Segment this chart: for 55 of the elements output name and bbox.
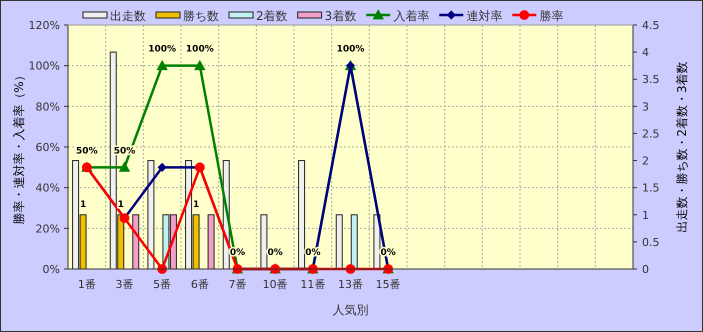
- legend-label: 勝率: [539, 9, 564, 23]
- y-tick-label: 120%: [28, 19, 60, 32]
- x-tick-label: 6番: [190, 278, 209, 291]
- legend-label: 3着数: [324, 9, 356, 23]
- point: [156, 60, 168, 70]
- x-tick-label: 3番: [116, 278, 134, 291]
- legend-label: 勝ち数: [183, 9, 219, 23]
- x-tick-label: 13番: [338, 278, 363, 291]
- bar: [147, 160, 154, 270]
- data-label: 100%: [148, 44, 176, 55]
- y2-tick-label: 3: [642, 100, 649, 114]
- bar: [298, 160, 306, 270]
- y2-tick-label: 2: [642, 154, 649, 168]
- data-label: 1: [80, 200, 86, 210]
- y-tick-label: 40%: [36, 182, 60, 195]
- y-tick-label: 60%: [36, 141, 60, 154]
- legend-label: 2着数: [256, 9, 288, 23]
- x-tick-label: 5番: [153, 278, 172, 291]
- legend-label: 連対率: [466, 9, 502, 23]
- data-label: 1: [192, 200, 200, 210]
- y-tick-label: 0%: [42, 263, 60, 276]
- legend-label: 入着率: [393, 9, 430, 23]
- data-label: 100%: [186, 44, 214, 55]
- point: [158, 162, 167, 172]
- bar: [336, 214, 343, 270]
- x-axis-title: 人気別: [332, 303, 368, 317]
- y2-tick-label: 4.5: [642, 19, 660, 32]
- y-axis-title: 勝率・連対率・入着率（%）: [12, 69, 26, 225]
- data-label: 100%: [336, 44, 364, 55]
- bar: [260, 214, 268, 270]
- y2-tick-label: 3.5: [642, 73, 660, 86]
- y-tick-label: 100%: [28, 60, 60, 73]
- x-tick-label: 10番: [262, 278, 288, 291]
- data-label: 0%: [268, 248, 283, 258]
- data-label: 50%: [76, 146, 98, 156]
- y-tick-label: 80%: [36, 100, 60, 114]
- point: [119, 162, 130, 172]
- x-tick-label: 7番: [228, 278, 246, 291]
- x-tick-label: 15番: [376, 278, 401, 291]
- y2-axis-title: 出走数・勝ち数・2着数・3着数: [675, 61, 689, 233]
- bar: [350, 214, 358, 270]
- x-tick-label: 1番: [78, 278, 96, 291]
- bar: [208, 214, 215, 270]
- y2-tick-label: 0.5: [642, 236, 660, 249]
- x-tick-label: 11番: [300, 278, 326, 291]
- data-label: 1: [118, 200, 124, 210]
- legend-label: 出走数: [110, 9, 146, 23]
- point: [194, 60, 206, 70]
- y-tick-label: 20%: [36, 222, 60, 236]
- y2-tick-label: 2.5: [642, 127, 660, 140]
- bar: [132, 214, 140, 270]
- y2-tick-label: 4: [642, 46, 649, 60]
- y2-tick-label: 1: [642, 208, 649, 222]
- y2-tick-label: 0: [642, 263, 649, 276]
- y2-tick-label: 1.5: [642, 182, 660, 195]
